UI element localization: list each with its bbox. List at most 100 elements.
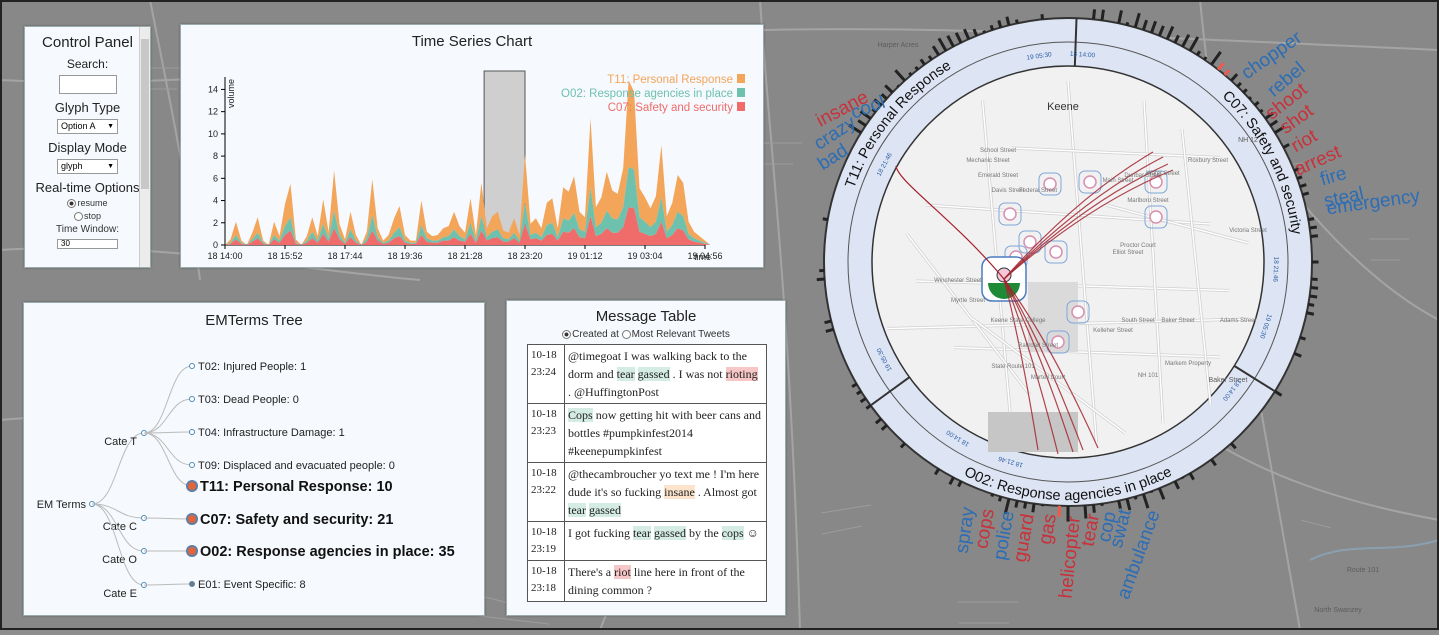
chevron-down-icon: ▼ (107, 160, 114, 173)
message-time: 23:19 (531, 541, 561, 558)
tree-leaf-node[interactable] (190, 463, 195, 468)
message-table-title: Message Table (507, 308, 785, 325)
tree-leaf-node[interactable] (187, 481, 197, 491)
highlighted-keyword: insane (664, 485, 695, 499)
tree-leaf-label: E01: Event Specific: 8 (198, 579, 306, 591)
tree-leaf-label: T11: Personal Response: 10 (200, 479, 393, 495)
display-mode-value: glyph (61, 161, 83, 171)
y-tick-label: 14 (208, 84, 218, 94)
map-street (1096, 82, 1156, 90)
highlighted-keyword: riot (614, 565, 631, 579)
x-tick-label: 18 17:44 (327, 251, 362, 261)
x-tick-label: 18 19:36 (387, 251, 422, 261)
tree-root-label: EM Terms (37, 499, 87, 511)
message-text: There's a (568, 565, 614, 579)
display-mode-select[interactable]: glyph ▼ (57, 159, 118, 174)
tree-leaf-node[interactable] (190, 582, 195, 587)
tree-leaf-label: T04: Infrastructure Damage: 1 (198, 427, 345, 439)
y-tick-label: 2 (213, 218, 218, 228)
radio-empty-icon (74, 212, 83, 221)
highlighted-keyword: gassed (638, 367, 670, 381)
message-date: 10-18 (531, 524, 561, 541)
tree-leaf-label: C07: Safety and security: 21 (200, 512, 393, 528)
highlighted-keyword: gassed (654, 526, 686, 540)
radio-selected-icon (67, 199, 76, 208)
chevron-down-icon: ▼ (107, 120, 114, 133)
tree-leaf-node[interactable] (187, 546, 197, 556)
tree-link (144, 433, 192, 486)
message-date: 10-18 (531, 406, 561, 423)
time-window-select[interactable]: 30 (57, 239, 118, 249)
message-text: I got fucking (568, 526, 633, 540)
highlighted-keyword: gassed (589, 503, 621, 517)
message-time: 23:22 (531, 482, 561, 499)
map-street (1232, 142, 1262, 150)
message-time: 23:23 (531, 423, 561, 440)
tree-leaf-label: T09: Displaced and evacuated people: 0 (198, 460, 395, 472)
legend-swatch (737, 102, 745, 111)
tree-leaf-node[interactable] (187, 514, 197, 524)
resume-radio[interactable]: resume (25, 198, 150, 208)
message-text-cell: I got fucking tear gassed by the cops ☺ (565, 522, 767, 561)
most-relevant-radio[interactable] (622, 330, 631, 339)
map-road (1200, 0, 1300, 630)
realtime-options-label: Real-time Options (25, 180, 150, 195)
most-relevant-label: Most Relevant Tweets (632, 329, 730, 340)
brush-selection[interactable] (484, 71, 525, 245)
map-road (1180, 420, 1439, 520)
tree-leaf-node[interactable] (190, 397, 195, 402)
message-text: by the (686, 526, 722, 540)
tree-leaf-node[interactable] (190, 430, 195, 435)
map-street (1301, 520, 1331, 528)
tree-leaf-label: T03: Dead People: 0 (198, 394, 299, 406)
highlighted-keyword: tear (633, 526, 651, 540)
message-text: . @HuffingtonPost (568, 385, 659, 399)
sort-options: Created at Most Relevant Tweets (507, 329, 785, 340)
tree-leaf-node[interactable] (190, 364, 195, 369)
glyph-type-value: Option A (61, 121, 96, 131)
legend-label: O02: Response agencies in place (561, 88, 733, 100)
tree-category-label: Cate T (104, 436, 137, 448)
stop-radio[interactable]: stop (25, 211, 150, 221)
scrollbar-thumb[interactable] (141, 39, 149, 189)
time-window-label: Time Window: (25, 224, 150, 235)
tree-link (144, 366, 192, 433)
control-panel-title: Control Panel (25, 34, 150, 51)
x-axis-label: time (694, 252, 711, 262)
tree-link (92, 504, 144, 585)
control-panel-scrollbar[interactable] (139, 27, 150, 267)
message-text: . I was not (670, 367, 726, 381)
highlighted-keyword: cops (722, 526, 744, 540)
search-label: Search: (25, 57, 150, 71)
search-input[interactable] (59, 75, 117, 94)
message-time: 23:18 (531, 580, 561, 597)
y-tick-label: 0 (213, 240, 218, 250)
message-date: 10-18 (531, 563, 561, 580)
tree-category-label: Cate E (103, 588, 137, 600)
message-time: 23:24 (531, 364, 561, 381)
map-road (1300, 200, 1439, 320)
map-street (821, 505, 871, 513)
control-panel: Control Panel Search: Glyph Type Option … (24, 26, 151, 268)
message-text: ☺ (744, 526, 759, 540)
y-tick-label: 4 (213, 196, 218, 206)
x-tick-label: 19 01:12 (567, 251, 602, 261)
y-tick-label: 6 (213, 173, 218, 183)
glyph-type-select[interactable]: Option A ▼ (57, 119, 118, 134)
tree-category-label: Cate O (102, 554, 137, 566)
map-street (479, 616, 549, 624)
tree-link (144, 399, 192, 433)
tree-link (144, 584, 192, 585)
created-at-radio[interactable] (562, 330, 571, 339)
